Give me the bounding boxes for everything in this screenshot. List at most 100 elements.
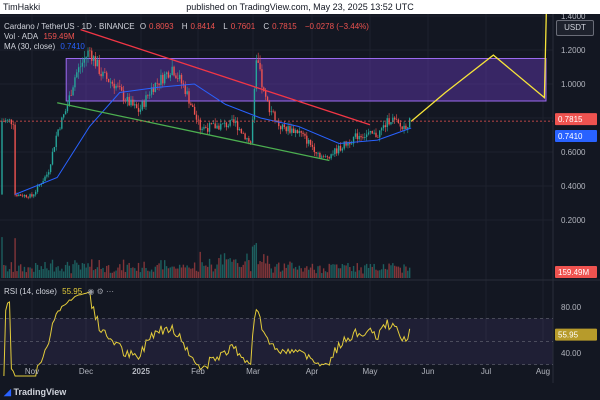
volume-bar <box>283 263 286 278</box>
volume-bar <box>229 258 231 278</box>
volume-bar <box>279 271 282 278</box>
volume-bar <box>240 267 243 278</box>
price-chart[interactable]: 1.4000 1.2000 1.0000 0.6000 0.4000 0.2000 80.0… <box>0 14 600 384</box>
candle <box>304 133 306 136</box>
candle <box>315 152 317 154</box>
volume-bar <box>386 269 388 278</box>
candle <box>55 135 57 148</box>
volume-bar <box>238 266 241 278</box>
volume-bar <box>382 264 385 278</box>
candle <box>14 124 16 195</box>
candle <box>91 50 93 61</box>
volume-bar <box>21 271 24 278</box>
candle <box>18 194 20 197</box>
volume-bar <box>147 270 149 278</box>
volume-bar <box>74 260 76 278</box>
lower-trendline <box>57 102 330 162</box>
candle <box>281 124 284 130</box>
currency-button[interactable]: USDT <box>556 20 594 36</box>
candle <box>379 130 381 138</box>
volume-bar <box>59 270 61 278</box>
volume-bar <box>306 266 308 278</box>
candle <box>332 154 334 155</box>
volume-bar <box>384 268 387 278</box>
volume-bar <box>122 259 125 278</box>
volume-bar <box>83 263 85 278</box>
volume-bar <box>63 271 65 278</box>
volume-bar <box>221 264 224 278</box>
volume-bar <box>20 264 22 278</box>
candle <box>68 95 71 106</box>
candle <box>364 137 366 139</box>
candle <box>63 114 65 118</box>
ma-legend: MA (30, close) 0.7410 <box>4 42 88 51</box>
volume-bar <box>250 271 252 278</box>
volume-bar <box>302 271 304 278</box>
candle <box>106 72 108 79</box>
volume-bar <box>405 266 407 278</box>
candle <box>1 121 3 195</box>
candle <box>296 130 299 134</box>
candle <box>156 82 158 84</box>
volume-bar <box>205 265 207 278</box>
candle <box>311 144 314 147</box>
volume-bar <box>107 265 110 278</box>
candle <box>231 119 233 120</box>
volume-bar <box>192 268 194 278</box>
volume-bar <box>244 261 246 278</box>
volume-bar <box>68 265 71 278</box>
candle <box>38 185 41 187</box>
volume-bar <box>94 269 97 278</box>
candle <box>403 125 405 130</box>
volume-bar <box>272 272 274 278</box>
volume-bar <box>395 266 398 278</box>
volume-bar <box>307 269 310 278</box>
candle <box>261 69 263 88</box>
volume-bar <box>199 251 201 278</box>
volume-bar <box>332 264 334 278</box>
candle <box>382 125 385 129</box>
candle <box>390 122 392 125</box>
candle <box>216 125 218 129</box>
volume-bar <box>14 238 16 278</box>
last-price-label-bg <box>555 113 597 126</box>
close-value: C 0.7815 <box>263 22 297 31</box>
volume-bar <box>163 260 166 278</box>
low-value: L 0.7601 <box>223 22 256 31</box>
candle <box>270 111 272 113</box>
volume-bars <box>1 237 411 278</box>
volume-bar <box>5 265 7 278</box>
volume-bar <box>377 270 379 278</box>
top-bar: TimHakki published on TradingView.com, M… <box>0 0 600 14</box>
volume-bar <box>367 267 370 278</box>
candle <box>145 95 147 107</box>
volume-bar <box>287 264 289 278</box>
candle <box>134 104 136 106</box>
candle <box>208 123 211 132</box>
volume-bar <box>12 271 14 278</box>
candle <box>375 132 377 138</box>
candle <box>130 99 132 106</box>
volume-bar <box>152 271 155 278</box>
x-tick-label: Nov <box>25 367 39 376</box>
rsi-legend: RSI (14, close) 55.95 ◉ ⚙ ⋯ <box>4 287 117 296</box>
candle <box>79 66 82 68</box>
candle <box>193 106 196 115</box>
rsi-value: 55.95 <box>62 287 83 296</box>
candle <box>392 117 394 123</box>
volume-bar <box>70 273 72 278</box>
volume-bar <box>79 269 82 278</box>
volume-bar <box>173 266 175 278</box>
volume-bar <box>160 260 162 278</box>
volume-bar <box>175 268 177 278</box>
volume-bar <box>113 271 115 278</box>
candle <box>395 119 398 121</box>
volume-bar <box>257 264 259 278</box>
volume-bar <box>390 265 392 278</box>
ma-line <box>14 83 412 195</box>
candle <box>244 133 246 140</box>
eye-icon[interactable]: ◉ ⚙ ⋯ <box>87 287 115 296</box>
candle <box>205 127 207 129</box>
candle <box>195 114 198 120</box>
candle <box>139 109 142 112</box>
